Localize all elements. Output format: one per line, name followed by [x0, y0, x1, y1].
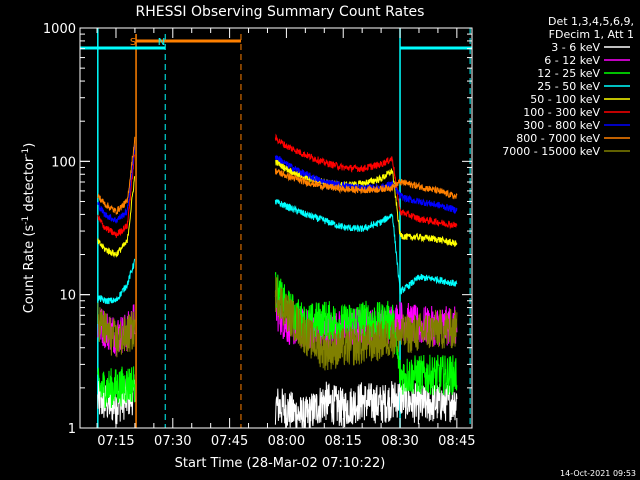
legend-label-7: 800 - 7000 keV	[516, 132, 600, 145]
legend-label-2: 12 - 25 keV	[537, 67, 600, 80]
annotation-n: N	[158, 37, 165, 48]
x-tick-label: 07:45	[211, 434, 248, 449]
y-axis-label: Count Rate (s-1 detector-1)	[21, 143, 37, 314]
axes: 1 10 100 1000 07:15 07:30 07:45 08:00 08:15 08:30…	[43, 22, 476, 449]
x-tick-label: 08:45	[438, 434, 475, 449]
y-tick-label: 1000	[43, 22, 76, 37]
series-line-5	[97, 133, 458, 238]
legend-label-1: 6 - 12 keV	[544, 54, 600, 67]
series-line-8	[97, 277, 458, 371]
legend-label-6: 300 - 800 keV	[523, 119, 600, 132]
chart-title: RHESSI Observing Summary Count Rates	[136, 4, 425, 20]
footer-date: 14-Oct-2021 09:53	[560, 469, 636, 478]
legend-header-line-2: FDecim 1, Att 1	[549, 28, 634, 41]
plot-frame	[79, 27, 473, 429]
legend-label-5: 100 - 300 keV	[523, 106, 600, 119]
x-tick-label: 07:15	[97, 434, 134, 449]
legend-header-line-1: Det 1,3,4,5,6,9,	[548, 15, 634, 28]
series-line-7	[97, 136, 458, 215]
series-line-3	[97, 199, 458, 305]
x-tick-label: 07:30	[154, 434, 191, 449]
legend: Det 1,3,4,5,6,9, FDecim 1, Att 1 3 - 6 k…	[502, 15, 634, 158]
series-line-4	[97, 157, 458, 258]
legend-label-0: 3 - 6 keV	[551, 41, 600, 54]
legend-label-8: 7000 - 15000 keV	[502, 145, 600, 158]
y-tick-label: 1	[68, 422, 76, 437]
x-axis-label: Start Time (28-Mar-02 07:10:22)	[175, 456, 386, 471]
y-tick-label: 10	[59, 289, 76, 304]
x-tick-label: 08:15	[324, 434, 361, 449]
x-tick-label: 08:00	[268, 434, 305, 449]
annotation-s: S	[130, 37, 136, 48]
y-tick-label: 100	[51, 155, 76, 170]
x-tick-label: 08:30	[381, 434, 418, 449]
legend-label-3: 25 - 50 keV	[537, 80, 600, 93]
legend-label-4: 50 - 100 keV	[530, 93, 600, 106]
